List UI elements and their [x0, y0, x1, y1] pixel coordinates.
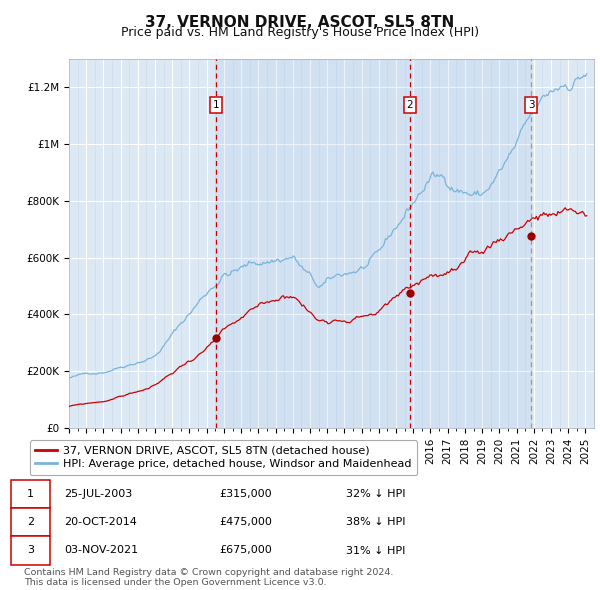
Text: 1: 1	[27, 489, 34, 499]
Text: 31% ↓ HPI: 31% ↓ HPI	[346, 546, 406, 555]
FancyBboxPatch shape	[11, 536, 50, 565]
Text: Price paid vs. HM Land Registry's House Price Index (HPI): Price paid vs. HM Land Registry's House …	[121, 26, 479, 39]
Text: 32% ↓ HPI: 32% ↓ HPI	[346, 489, 406, 499]
Text: 2: 2	[27, 517, 34, 527]
Text: 03-NOV-2021: 03-NOV-2021	[64, 546, 138, 555]
FancyBboxPatch shape	[11, 508, 50, 536]
Text: 2: 2	[407, 100, 413, 110]
Text: 25-JUL-2003: 25-JUL-2003	[64, 489, 132, 499]
Text: 1: 1	[213, 100, 220, 110]
Text: 38% ↓ HPI: 38% ↓ HPI	[346, 517, 406, 527]
FancyBboxPatch shape	[11, 480, 50, 508]
Text: 3: 3	[527, 100, 535, 110]
Text: Contains HM Land Registry data © Crown copyright and database right 2024.
This d: Contains HM Land Registry data © Crown c…	[24, 568, 394, 587]
Bar	[217, 59, 531, 428]
Text: 3: 3	[27, 546, 34, 555]
Text: £475,000: £475,000	[220, 517, 272, 527]
Text: £315,000: £315,000	[220, 489, 272, 499]
Text: £675,000: £675,000	[220, 546, 272, 555]
Legend: 37, VERNON DRIVE, ASCOT, SL5 8TN (detached house), HPI: Average price, detached : 37, VERNON DRIVE, ASCOT, SL5 8TN (detach…	[29, 440, 417, 475]
Text: 37, VERNON DRIVE, ASCOT, SL5 8TN: 37, VERNON DRIVE, ASCOT, SL5 8TN	[145, 15, 455, 30]
Text: 20-OCT-2014: 20-OCT-2014	[64, 517, 137, 527]
